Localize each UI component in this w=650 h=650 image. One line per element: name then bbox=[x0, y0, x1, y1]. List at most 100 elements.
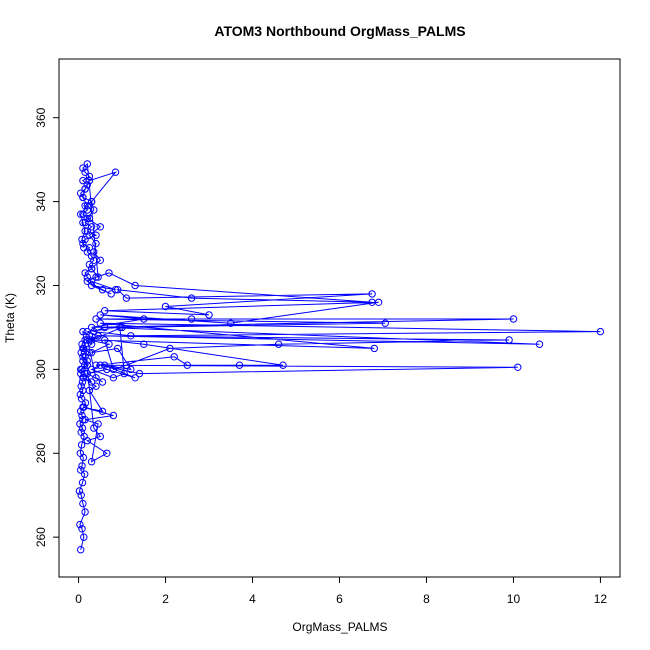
data-point bbox=[85, 214, 94, 223]
data-point bbox=[596, 327, 605, 336]
data-point bbox=[79, 164, 87, 172]
data-point bbox=[79, 193, 87, 202]
data-point bbox=[81, 185, 89, 193]
data-point bbox=[79, 416, 87, 424]
data-point bbox=[80, 533, 88, 541]
data-point bbox=[187, 294, 196, 302]
data-point bbox=[83, 437, 92, 445]
data-point bbox=[127, 332, 135, 340]
data-point bbox=[116, 323, 124, 332]
data-point bbox=[83, 357, 92, 365]
data-point bbox=[87, 336, 96, 344]
data-point bbox=[96, 223, 105, 231]
data-point bbox=[79, 218, 87, 227]
y-tick-label: 300 bbox=[34, 359, 48, 379]
data-point bbox=[120, 369, 128, 378]
data-point bbox=[78, 378, 87, 386]
data-point bbox=[87, 348, 96, 357]
data-point bbox=[83, 214, 92, 223]
data-point bbox=[87, 223, 96, 231]
data-point bbox=[81, 353, 89, 361]
data-point bbox=[94, 273, 102, 281]
data-point bbox=[83, 273, 92, 281]
data-point bbox=[83, 181, 92, 189]
data-point bbox=[111, 286, 120, 294]
data-point bbox=[92, 239, 100, 248]
data-point bbox=[81, 508, 89, 516]
data-point bbox=[83, 361, 92, 369]
x-tick-label: 0 bbox=[75, 592, 82, 606]
x-tick-label: 4 bbox=[249, 592, 256, 606]
data-point bbox=[83, 277, 92, 285]
data-point bbox=[77, 189, 85, 197]
data-point bbox=[109, 365, 118, 374]
data-point bbox=[370, 344, 378, 353]
data-point bbox=[87, 197, 96, 206]
data-point bbox=[96, 311, 105, 319]
data-point bbox=[77, 491, 85, 499]
data-point bbox=[90, 327, 98, 336]
data-point bbox=[79, 403, 87, 411]
data-point bbox=[187, 315, 196, 323]
data-point bbox=[81, 269, 89, 277]
x-tick-label: 10 bbox=[507, 592, 521, 606]
data-point bbox=[79, 210, 87, 218]
data-point bbox=[75, 487, 84, 495]
data-point bbox=[101, 336, 109, 344]
data-point bbox=[90, 424, 98, 432]
data-point bbox=[127, 365, 135, 374]
data-point bbox=[87, 365, 96, 374]
data-point bbox=[101, 361, 109, 369]
data-point bbox=[92, 382, 100, 390]
data-point bbox=[105, 340, 113, 348]
data-point bbox=[79, 499, 87, 508]
data-point bbox=[166, 344, 174, 353]
y-tick-label: 280 bbox=[34, 443, 48, 463]
data-point bbox=[105, 269, 113, 277]
data-point bbox=[85, 231, 94, 239]
data-point bbox=[83, 160, 92, 168]
data-point bbox=[279, 361, 287, 369]
data-point bbox=[92, 374, 100, 382]
y-tick-label: 320 bbox=[34, 275, 48, 295]
data-point bbox=[140, 315, 148, 323]
data-point bbox=[92, 273, 100, 281]
data-point bbox=[107, 290, 115, 298]
data-point bbox=[96, 361, 105, 369]
data-point bbox=[96, 432, 105, 441]
data-point bbox=[131, 281, 139, 290]
data-point bbox=[85, 176, 94, 185]
data-point bbox=[98, 286, 107, 294]
data-point bbox=[81, 369, 89, 378]
data-point bbox=[535, 340, 544, 348]
data-point bbox=[79, 374, 87, 382]
data-point bbox=[227, 319, 235, 327]
data-point bbox=[81, 416, 89, 424]
data-point bbox=[109, 411, 118, 420]
y-tick-label: 360 bbox=[34, 107, 48, 127]
data-point bbox=[77, 365, 85, 374]
data-point bbox=[96, 319, 105, 327]
data-point bbox=[85, 386, 94, 395]
data-point bbox=[274, 340, 283, 348]
y-axis: 260 280 300 320 340 360 bbox=[34, 107, 60, 547]
data-point bbox=[122, 294, 131, 302]
y-tick-label: 340 bbox=[34, 191, 48, 211]
data-point bbox=[83, 227, 92, 235]
data-point bbox=[109, 374, 118, 382]
data-point bbox=[83, 202, 92, 210]
data-point bbox=[85, 348, 94, 357]
data-point bbox=[77, 395, 86, 403]
data-point bbox=[77, 546, 85, 554]
data-point bbox=[235, 361, 244, 369]
data-point bbox=[78, 235, 86, 244]
data-point bbox=[183, 361, 192, 369]
data-point bbox=[161, 302, 170, 311]
data-point bbox=[111, 168, 120, 176]
chart-title: ATOM3 Northbound OrgMass_PALMS bbox=[214, 23, 465, 39]
data-point bbox=[87, 277, 96, 285]
data-point bbox=[77, 466, 85, 474]
data-point bbox=[101, 307, 109, 315]
data-point bbox=[81, 470, 89, 478]
